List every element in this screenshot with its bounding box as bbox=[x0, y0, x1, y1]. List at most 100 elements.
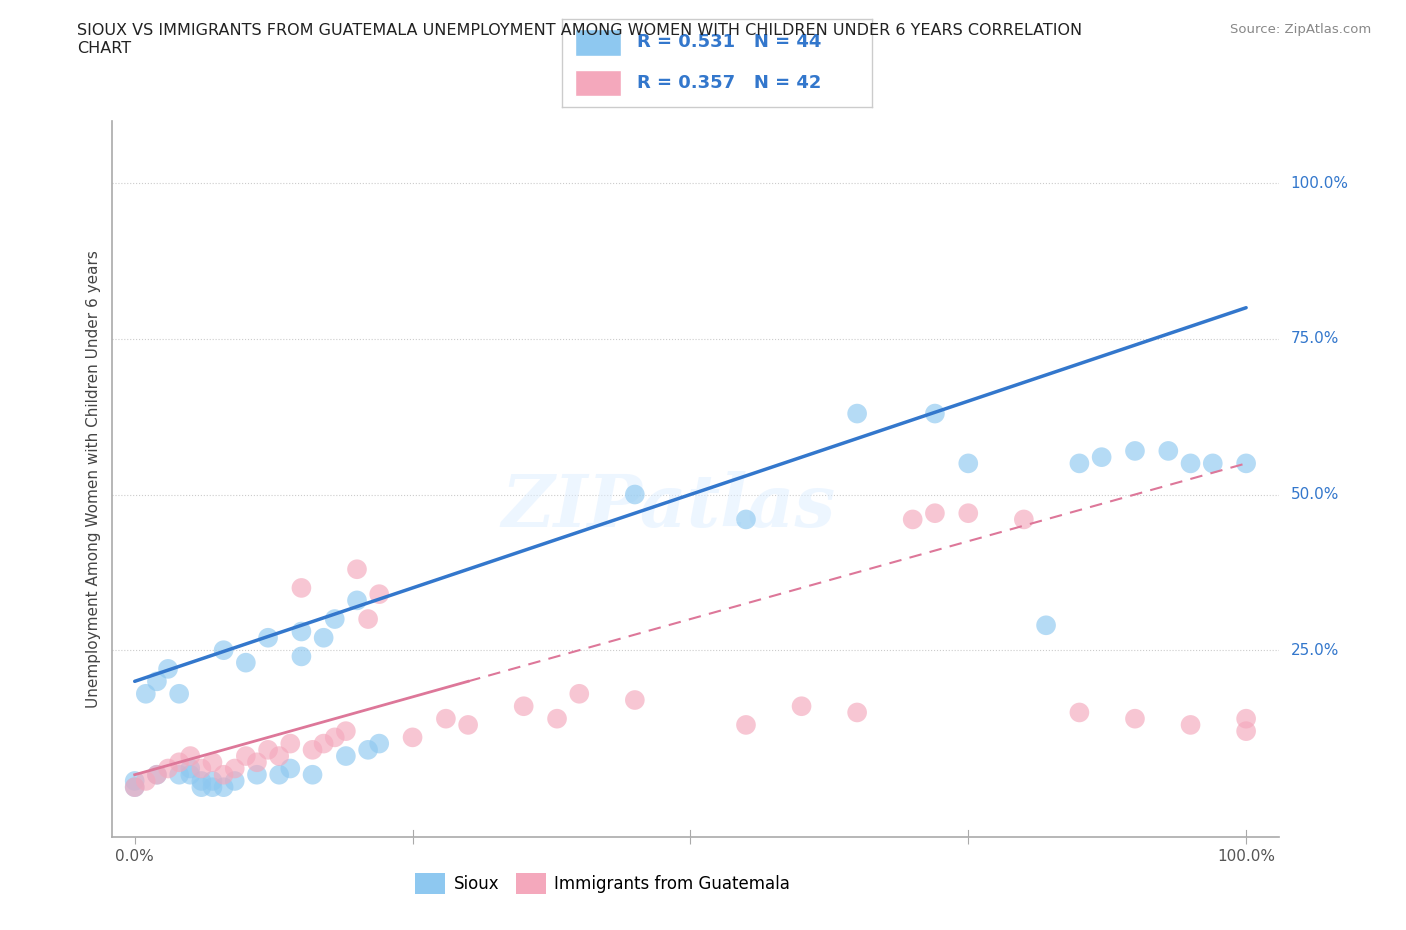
Point bbox=[290, 624, 312, 639]
Point bbox=[135, 686, 157, 701]
Point bbox=[246, 755, 269, 770]
Point bbox=[312, 737, 335, 751]
Point bbox=[278, 761, 301, 776]
Point bbox=[167, 686, 190, 701]
Point bbox=[1180, 456, 1202, 471]
Text: R = 0.357   N = 42: R = 0.357 N = 42 bbox=[637, 74, 821, 92]
Point bbox=[190, 774, 212, 789]
Point bbox=[512, 698, 534, 713]
Point bbox=[290, 649, 312, 664]
Text: SIOUX VS IMMIGRANTS FROM GUATEMALA UNEMPLOYMENT AMONG WOMEN WITH CHILDREN UNDER : SIOUX VS IMMIGRANTS FROM GUATEMALA UNEMP… bbox=[77, 23, 1083, 56]
Text: 100.0%: 100.0% bbox=[1291, 176, 1348, 191]
Point bbox=[190, 779, 212, 794]
Text: ZIPatlas: ZIPatlas bbox=[501, 472, 835, 542]
Point bbox=[1234, 456, 1257, 471]
Point bbox=[568, 686, 591, 701]
Point bbox=[146, 767, 169, 782]
Text: 0.0%: 0.0% bbox=[115, 849, 155, 865]
Point bbox=[212, 643, 235, 658]
Legend: Sioux, Immigrants from Guatemala: Sioux, Immigrants from Guatemala bbox=[409, 867, 797, 900]
Point bbox=[201, 779, 224, 794]
Point bbox=[157, 661, 180, 676]
Point bbox=[1202, 456, 1225, 471]
Point bbox=[335, 749, 357, 764]
Point bbox=[1035, 618, 1057, 632]
Point bbox=[346, 562, 368, 577]
Point bbox=[146, 767, 169, 782]
Point bbox=[335, 724, 357, 738]
Point bbox=[201, 755, 224, 770]
Point bbox=[957, 456, 980, 471]
Point bbox=[269, 749, 291, 764]
FancyBboxPatch shape bbox=[575, 70, 621, 97]
Point bbox=[1123, 711, 1146, 726]
Point bbox=[323, 612, 346, 627]
Point bbox=[124, 774, 146, 789]
Point bbox=[357, 612, 380, 627]
Point bbox=[924, 506, 946, 521]
Point bbox=[167, 767, 190, 782]
Point bbox=[434, 711, 457, 726]
Point bbox=[1234, 724, 1257, 738]
Point bbox=[201, 774, 224, 789]
Point bbox=[312, 631, 335, 645]
Point bbox=[346, 593, 368, 608]
Point bbox=[901, 512, 924, 527]
Point bbox=[790, 698, 813, 713]
Point bbox=[1012, 512, 1035, 527]
Point bbox=[546, 711, 568, 726]
Point bbox=[179, 749, 201, 764]
Point bbox=[846, 705, 869, 720]
Point bbox=[124, 779, 146, 794]
Point bbox=[1091, 450, 1114, 465]
Point bbox=[278, 737, 301, 751]
Point bbox=[269, 767, 291, 782]
Point bbox=[624, 487, 647, 502]
Point bbox=[368, 587, 391, 602]
Point bbox=[301, 767, 323, 782]
Point bbox=[924, 406, 946, 421]
Point bbox=[135, 774, 157, 789]
Point bbox=[401, 730, 423, 745]
Point bbox=[235, 749, 257, 764]
Point bbox=[179, 761, 201, 776]
Point bbox=[212, 779, 235, 794]
Point bbox=[190, 761, 212, 776]
Point bbox=[1069, 705, 1091, 720]
Point bbox=[368, 737, 391, 751]
Text: 50.0%: 50.0% bbox=[1291, 487, 1339, 502]
Point bbox=[257, 631, 280, 645]
FancyBboxPatch shape bbox=[575, 29, 621, 56]
Point bbox=[1069, 456, 1091, 471]
Text: Source: ZipAtlas.com: Source: ZipAtlas.com bbox=[1230, 23, 1371, 36]
Point bbox=[735, 512, 758, 527]
Text: 25.0%: 25.0% bbox=[1291, 643, 1339, 658]
Point bbox=[146, 674, 169, 689]
Point bbox=[235, 656, 257, 671]
Point bbox=[224, 774, 246, 789]
Point bbox=[1123, 444, 1146, 458]
Text: 75.0%: 75.0% bbox=[1291, 331, 1339, 346]
Point bbox=[1157, 444, 1180, 458]
Y-axis label: Unemployment Among Women with Children Under 6 years: Unemployment Among Women with Children U… bbox=[86, 250, 101, 708]
Point bbox=[246, 767, 269, 782]
Point bbox=[224, 761, 246, 776]
Point bbox=[257, 742, 280, 757]
Text: R = 0.531   N = 44: R = 0.531 N = 44 bbox=[637, 33, 821, 51]
Point bbox=[290, 580, 312, 595]
Point bbox=[1234, 711, 1257, 726]
Point bbox=[167, 755, 190, 770]
Point bbox=[157, 761, 180, 776]
Point bbox=[624, 693, 647, 708]
Text: 100.0%: 100.0% bbox=[1218, 849, 1275, 865]
Point bbox=[124, 779, 146, 794]
Point bbox=[357, 742, 380, 757]
Point bbox=[957, 506, 980, 521]
Point bbox=[735, 717, 758, 732]
Point bbox=[1180, 717, 1202, 732]
Point bbox=[323, 730, 346, 745]
Point bbox=[179, 767, 201, 782]
Point bbox=[846, 406, 869, 421]
Point bbox=[457, 717, 479, 732]
Point bbox=[212, 767, 235, 782]
